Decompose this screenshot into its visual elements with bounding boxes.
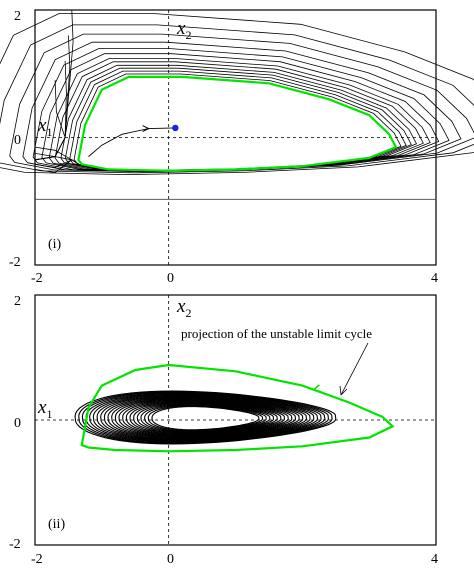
panel-ii-axes [35,295,436,545]
panel-i-y-axis-label: x2 [176,18,191,42]
panel-ii-inner-orbit-12 [111,397,300,438]
panel-i: 2 0 -2 -2 0 4 x2 x1 (i) [0,9,474,286]
panel-ii-y-axis-label: x2 [176,296,191,320]
panel-ii-limit-cycle-path [80,363,395,453]
panel-ii-annotation: projection of the unstable limit cycle [181,326,372,341]
panel-ii-inner-orbit-5 [136,403,275,434]
panel-ii-inner-orbit-21 [78,391,333,444]
panel-ii-inner-orbit-14 [103,396,308,440]
panel-ii-y-tick-zero: 0 [14,416,21,431]
panel-ii-inner-orbit-9 [122,400,289,436]
panel-ii-inner-orbit-16 [96,394,315,441]
panel-ii-x-tick-zero: 0 [167,552,174,567]
panel-ii-inner-orbit-22 [74,390,337,445]
panel-i-equilibrium-point [172,124,179,132]
panel-ii-limit-cycle [80,363,395,453]
panel-i-x-tick-left: -2 [31,271,43,286]
panel-ii-inner-orbit-1 [151,406,260,431]
panel-ii-inner-orbit-10 [118,399,293,437]
panel-i-outer-orbit-11 [0,24,474,174]
panel-ii-y-tick-bottom: -2 [9,537,21,552]
panel-i-trajectory [88,124,179,157]
panel-i-trajectory-path [88,127,176,157]
panel-ii-inner-orbit-18 [89,393,322,442]
panel-ii-inner-orbit-15 [100,395,311,440]
panel-i-trajectory-arrowhead [142,125,150,133]
panel-ii: 2 0 -2 -2 0 4 x2 x1 projection of the un… [9,294,438,567]
panel-ii-inner-orbits [74,390,337,445]
panel-i-y-tick-top: 2 [14,9,21,24]
panel-i-y-tick-zero: 0 [14,133,21,148]
panel-ii-pointer-line [340,342,369,396]
panel-i-x-axis-label: x1 [37,115,52,139]
panel-i-axes [35,10,436,265]
panel-ii-y-tick-top: 2 [14,294,21,309]
panel-i-x-tick-right: 4 [431,271,438,286]
panel-i-limit-cycle [77,75,398,172]
panel-i-limit-cycle-path [77,75,398,172]
panel-ii-inner-orbit-6 [133,402,278,434]
panel-ii-inner-orbit-4 [140,403,271,433]
panel-ii-inner-orbit-17 [92,394,319,442]
panel-ii-inner-orbit-3 [144,404,267,432]
panel-ii-inner-orbit-13 [107,397,304,439]
panel-ii-inner-orbit-2 [147,405,264,432]
panel-i-outer-orbit-9 [22,41,462,172]
panel-ii-pointer-arrowhead [339,385,348,396]
panel-ii-cycle-direction-arrow [311,384,322,393]
panel-ii-x-tick-left: -2 [31,552,43,567]
panel-i-x-tick-zero: 0 [167,271,174,286]
panel-i-outer-orbit-12 [0,13,474,176]
panel-ii-inner-orbit-11 [114,398,297,438]
panel-i-left-curve-4 [34,159,83,174]
panel-ii-inner-orbit-8 [125,400,286,436]
panel-i-y-tick-bottom: -2 [9,255,21,270]
panel-ii-annotation-arrow [311,342,369,396]
panel-ii-x-tick-right: 4 [431,552,438,567]
panel-ii-inner-orbit-20 [81,392,329,444]
panel-ii-x-axis-label: x1 [37,397,52,421]
panel-ii-label: (ii) [48,517,65,532]
panel-i-outer-orbit-10 [9,33,474,173]
panel-i-label: (i) [48,237,62,252]
panel-ii-inner-orbit-7 [129,401,282,435]
